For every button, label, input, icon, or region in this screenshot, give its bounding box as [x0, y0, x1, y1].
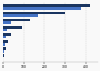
Bar: [3, 40, 8, 43]
Bar: [3, 21, 11, 24]
Bar: [3, 19, 30, 21]
Bar: [3, 33, 11, 36]
Bar: [3, 43, 5, 46]
Bar: [3, 47, 6, 50]
Bar: [3, 29, 7, 31]
Bar: [3, 54, 4, 57]
Bar: [3, 12, 65, 14]
Bar: [3, 7, 81, 10]
Bar: [3, 57, 4, 60]
Bar: [3, 36, 6, 38]
Bar: [3, 50, 4, 53]
Bar: [3, 26, 22, 29]
Bar: [3, 14, 38, 17]
Bar: [3, 4, 90, 7]
